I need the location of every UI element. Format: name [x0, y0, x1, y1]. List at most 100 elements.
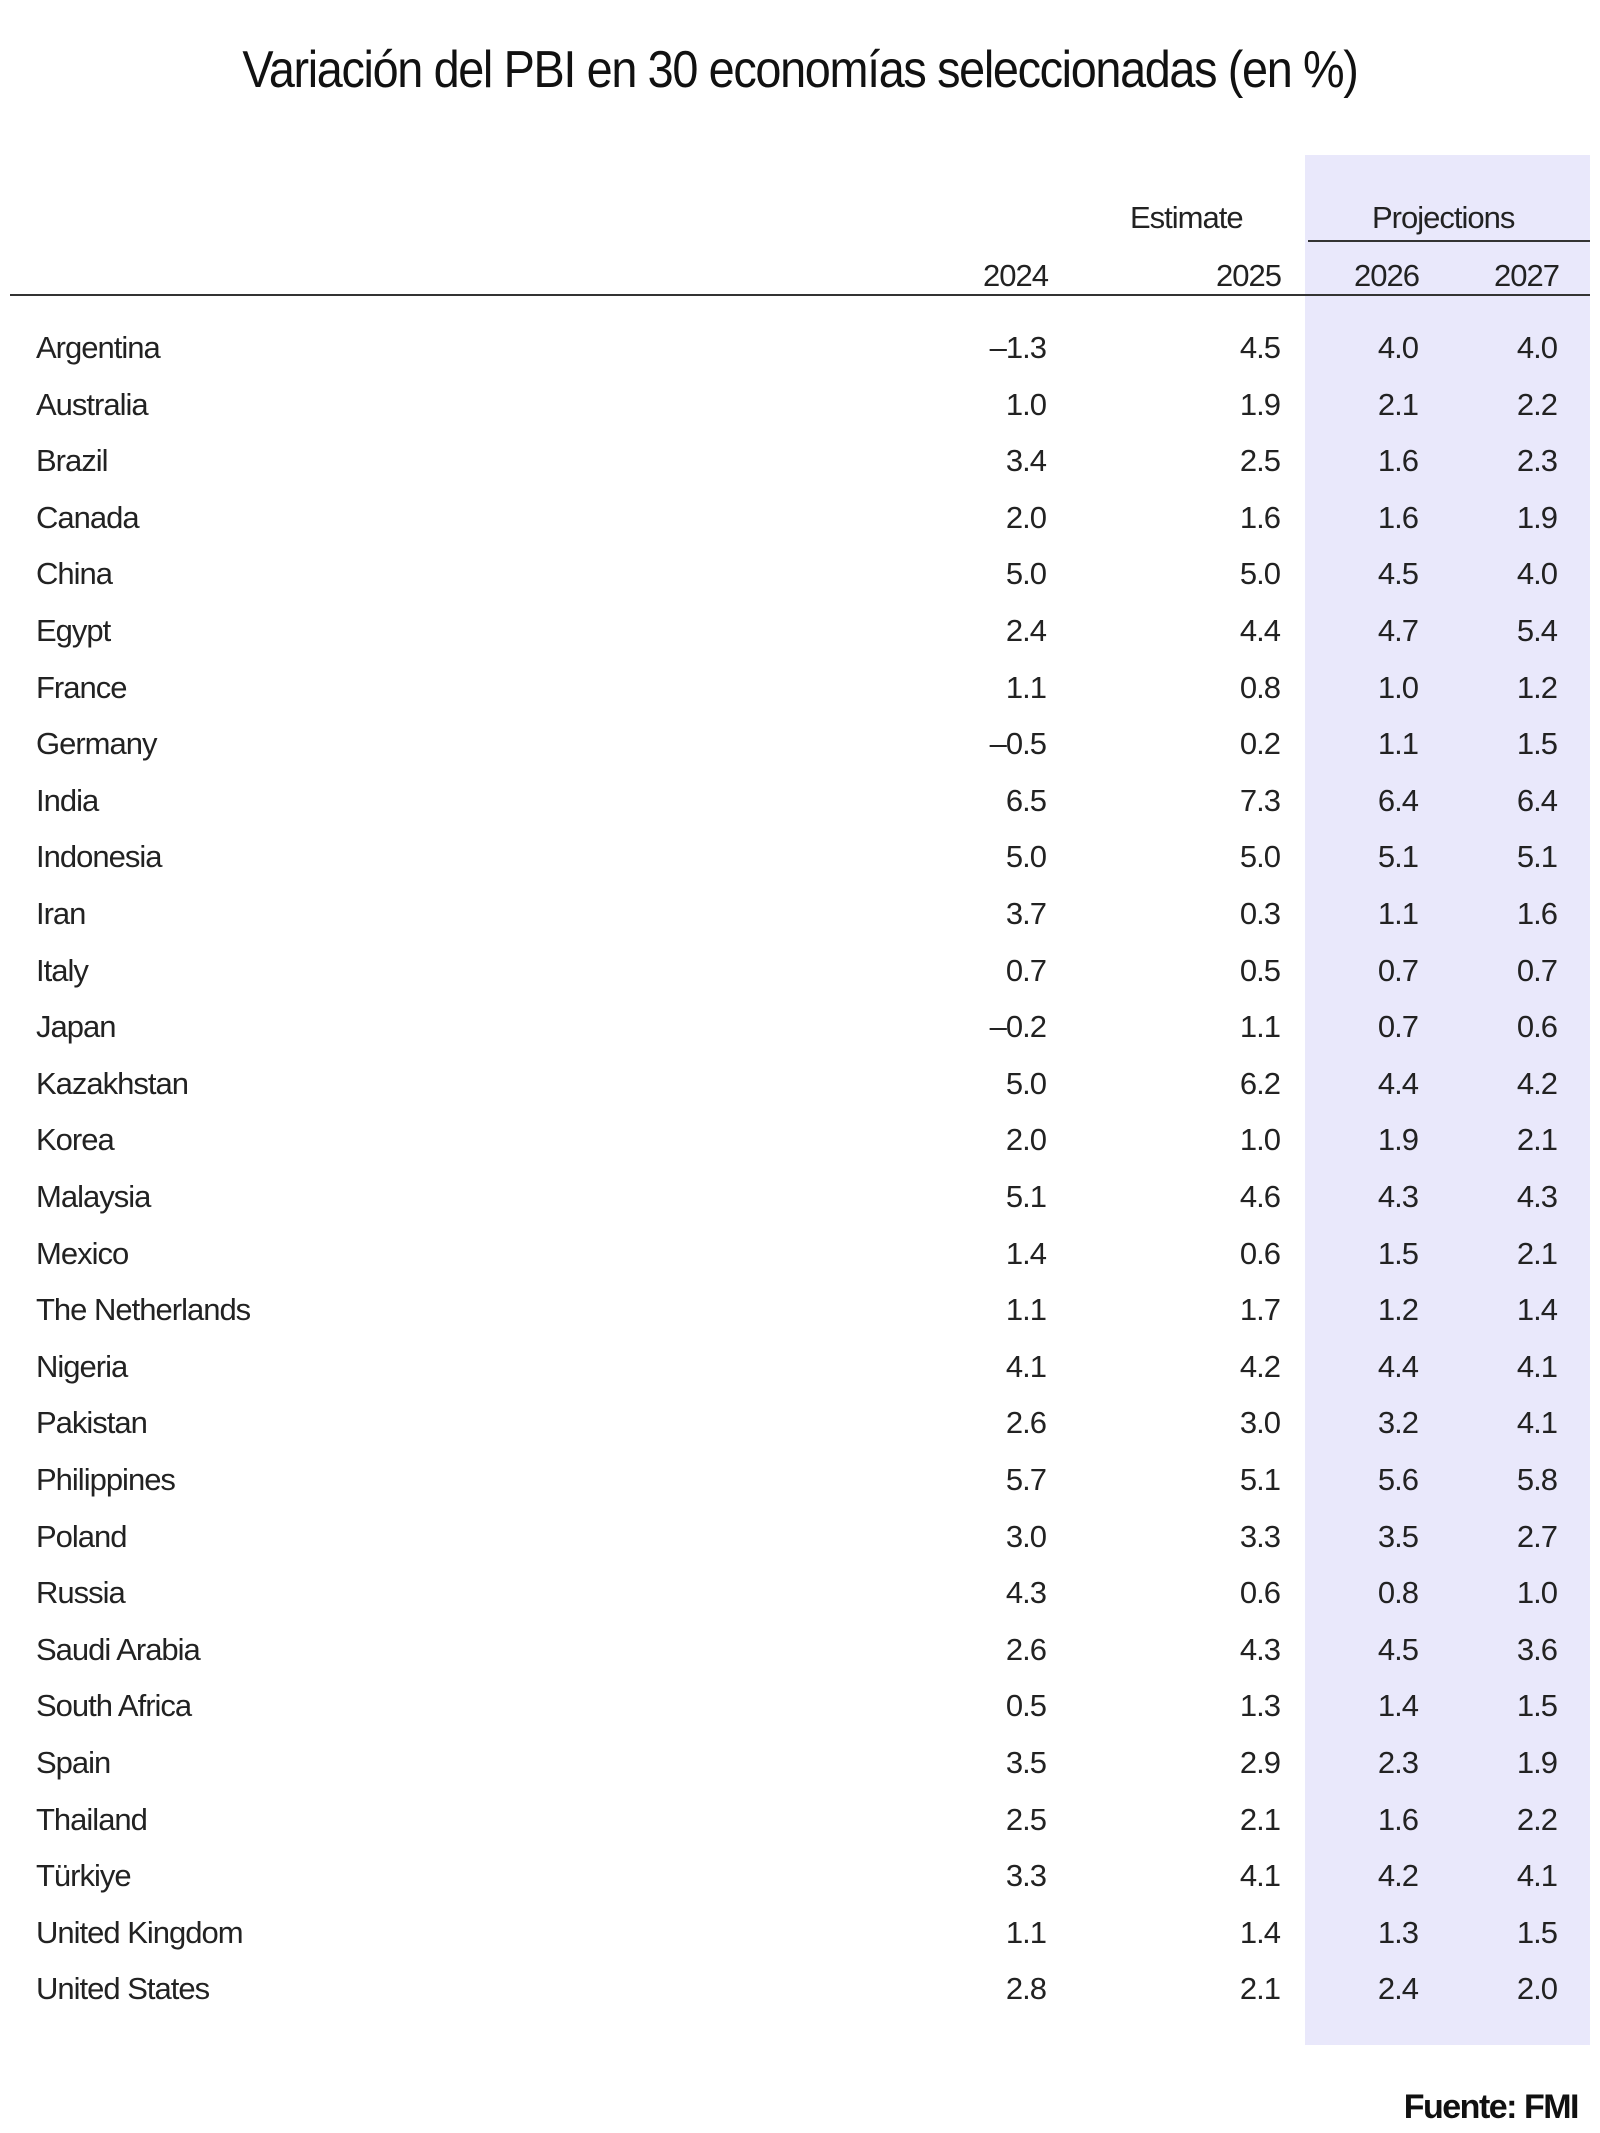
value-cell-2027: 1.0: [1516, 1575, 1558, 1611]
country-label: Egypt: [36, 613, 111, 648]
value-cell-2026: 3.2: [1377, 1405, 1419, 1441]
value-cell-2026: 1.2: [1377, 1292, 1419, 1328]
value-cell-2025: 7.3: [1239, 782, 1281, 818]
value-cell-2025: 4.4: [1239, 613, 1281, 648]
value-cell-2025: 5.1: [1239, 1462, 1281, 1497]
country-label: Thailand: [36, 1801, 148, 1837]
value-cell-2025: 1.4: [1239, 1914, 1281, 1950]
value-cell-2025: 6.2: [1239, 1065, 1281, 1101]
value-cell-2027: 2.2: [1516, 1801, 1558, 1837]
estimate-header: Estimate: [1130, 200, 1244, 235]
table-row: Türkiye 3.3 4.1 4.2 4.1: [0, 1858, 1600, 1914]
value-cell-2025: 2.1: [1239, 1971, 1281, 2007]
value-cell-2025: 0.6: [1239, 1575, 1281, 1611]
country-label: South Africa: [36, 1688, 192, 1724]
value-cell-2026: 1.1: [1377, 726, 1419, 762]
value-cell-2027: 6.4: [1516, 782, 1558, 818]
table-row: The Netherlands 1.1 1.7 1.2 1.4: [0, 1292, 1600, 1348]
value-cell-2027: 0.6: [1516, 1009, 1558, 1045]
table-row: Pakistan 2.6 3.0 3.2 4.1: [0, 1405, 1600, 1461]
table-row: Japan –0.2 1.1 0.7 0.6: [0, 1009, 1600, 1065]
value-cell-2024: –0.2: [989, 1009, 1047, 1045]
value-cell-2026: 1.0: [1377, 669, 1419, 705]
table-row: Korea 2.0 1.0 1.9 2.1: [0, 1122, 1600, 1178]
value-cell-2025: 1.9: [1239, 386, 1281, 422]
value-cell-2027: 0.7: [1516, 952, 1558, 988]
value-cell-2025: 1.3: [1239, 1688, 1281, 1724]
value-cell-2024: 2.0: [1005, 499, 1047, 535]
value-cell-2027: 1.9: [1516, 1745, 1558, 1780]
source-note: Fuente: FMI: [1403, 2088, 1580, 2126]
page-title: Variación del PBI en 30 economías selecc…: [242, 41, 1358, 99]
table-row: India 6.5 7.3 6.4 6.4: [0, 783, 1600, 839]
value-cell-2025: 2.1: [1239, 1801, 1281, 1837]
value-cell-2024: 1.4: [1005, 1235, 1047, 1271]
value-cell-2027: 1.6: [1516, 896, 1558, 931]
value-cell-2025: 4.1: [1239, 1858, 1281, 1894]
value-cell-2026: 2.1: [1377, 386, 1419, 422]
value-cell-2025: 0.5: [1239, 952, 1281, 988]
value-cell-2025: 4.3: [1239, 1631, 1281, 1667]
value-cell-2026: 2.4: [1377, 1971, 1419, 2007]
country-label: Japan: [36, 1009, 116, 1045]
country-label: Italy: [36, 952, 89, 988]
value-cell-2025: 5.0: [1239, 839, 1281, 875]
table-row: Thailand 2.5 2.1 1.6 2.2: [0, 1802, 1600, 1858]
value-cell-2027: 2.0: [1516, 1971, 1558, 2007]
value-cell-2027: 4.1: [1516, 1348, 1558, 1384]
projections-rule: [1308, 240, 1590, 242]
value-cell-2024: 2.5: [1005, 1801, 1047, 1837]
value-cell-2027: 4.0: [1516, 330, 1558, 365]
country-label: Spain: [36, 1745, 111, 1780]
table-row: United Kingdom 1.1 1.4 1.3 1.5: [0, 1915, 1600, 1971]
country-label: Nigeria: [36, 1348, 128, 1384]
value-cell-2027: 4.1: [1516, 1405, 1558, 1441]
header-rule: [10, 294, 1590, 296]
value-cell-2027: 1.5: [1516, 1688, 1558, 1724]
value-cell-2026: 4.4: [1377, 1348, 1419, 1384]
table-row: Italy 0.7 0.5 0.7 0.7: [0, 953, 1600, 1009]
value-cell-2027: 4.0: [1516, 556, 1558, 592]
value-cell-2025: 3.3: [1239, 1518, 1281, 1554]
country-label: Australia: [36, 386, 149, 422]
country-label: France: [36, 669, 127, 705]
value-cell-2024: 2.8: [1005, 1971, 1047, 2007]
value-cell-2024: –1.3: [989, 330, 1047, 365]
value-cell-2026: 4.4: [1377, 1065, 1419, 1101]
table-row: Russia 4.3 0.6 0.8 1.0: [0, 1575, 1600, 1631]
value-cell-2024: 1.1: [1005, 1292, 1047, 1328]
country-label: Kazakhstan: [36, 1065, 189, 1101]
table-row: Spain 3.5 2.9 2.3 1.9: [0, 1745, 1600, 1801]
value-cell-2025: 0.3: [1239, 896, 1281, 931]
table-row: United States 2.8 2.1 2.4 2.0: [0, 1971, 1600, 2027]
table-row: Iran 3.7 0.3 1.1 1.6: [0, 896, 1600, 952]
value-cell-2024: 5.0: [1005, 556, 1047, 592]
value-cell-2026: 1.5: [1377, 1235, 1419, 1271]
value-cell-2027: 5.8: [1516, 1462, 1558, 1497]
col-header-2025: 2025: [1216, 258, 1282, 293]
table-row: Malaysia 5.1 4.6 4.3 4.3: [0, 1179, 1600, 1235]
table-row: Poland 3.0 3.3 3.5 2.7: [0, 1519, 1600, 1575]
table-row: Mexico 1.4 0.6 1.5 2.1: [0, 1236, 1600, 1292]
col-header-2024: 2024: [983, 258, 1049, 293]
value-cell-2027: 1.2: [1516, 669, 1558, 705]
value-cell-2025: 2.5: [1239, 443, 1281, 479]
value-cell-2027: 2.2: [1516, 386, 1558, 422]
value-cell-2024: 3.7: [1005, 896, 1047, 931]
value-cell-2027: 4.2: [1516, 1065, 1558, 1101]
value-cell-2025: 0.2: [1239, 726, 1281, 762]
country-label: Canada: [36, 499, 140, 535]
value-cell-2024: 3.0: [1005, 1518, 1047, 1554]
value-cell-2025: 1.1: [1239, 1009, 1281, 1045]
value-cell-2026: 1.6: [1377, 1801, 1419, 1837]
value-cell-2024: 5.1: [1005, 1179, 1047, 1214]
col-header-2026: 2026: [1354, 258, 1420, 293]
value-cell-2024: 3.4: [1005, 443, 1047, 479]
country-label: Russia: [36, 1575, 126, 1611]
value-cell-2024: 4.3: [1005, 1575, 1047, 1611]
value-cell-2024: 0.5: [1005, 1688, 1047, 1724]
value-cell-2027: 5.1: [1516, 839, 1558, 875]
table-row: Germany –0.5 0.2 1.1 1.5: [0, 726, 1600, 782]
value-cell-2024: 5.0: [1005, 1065, 1047, 1101]
value-cell-2025: 4.5: [1239, 330, 1281, 365]
